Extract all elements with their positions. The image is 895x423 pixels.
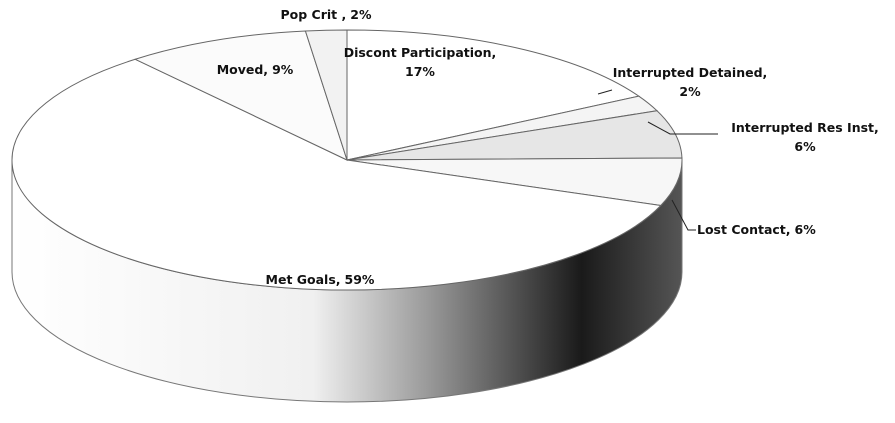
data-label: Moved, 9% [217, 62, 294, 77]
category-label: Lost Contact, [697, 222, 791, 237]
data-label: Pop Crit , 2% [281, 7, 372, 22]
category-label: Interrupted Detained, [613, 65, 768, 80]
pie-slice [304, 29, 348, 161]
category-label: Met Goals, [266, 272, 341, 287]
value-label: 9% [272, 62, 294, 77]
data-label: Lost Contact, 6% [697, 222, 816, 237]
value-label: 17% [405, 64, 435, 79]
leader-line [671, 199, 696, 231]
value-label: 2% [350, 7, 372, 22]
value-label: 59% [345, 272, 375, 287]
value-label: 6% [795, 222, 817, 237]
leader-line [597, 89, 613, 95]
pie-slice [11, 58, 662, 291]
value-label: 2% [679, 84, 701, 99]
pie [11, 29, 683, 403]
data-label: Interrupted Res Inst, 6% [731, 120, 879, 154]
category-label: Pop Crit , [281, 7, 347, 22]
pie-slice [346, 157, 683, 207]
data-label: Discont Participation, 17% [344, 45, 497, 79]
leader-line [647, 121, 718, 135]
data-label: Met Goals, 59% [266, 272, 375, 287]
pie-slice [346, 29, 641, 161]
labels: Discont Participation, 17% Interrupted Det… [217, 7, 879, 287]
category-label: Discont Participation, [344, 45, 497, 60]
pie-slice [133, 30, 348, 161]
category-label: Interrupted Res Inst, [731, 120, 879, 135]
value-label: 6% [794, 139, 816, 154]
data-label: Interrupted Detained, 2% [613, 65, 768, 99]
category-label: Moved, [217, 62, 268, 77]
